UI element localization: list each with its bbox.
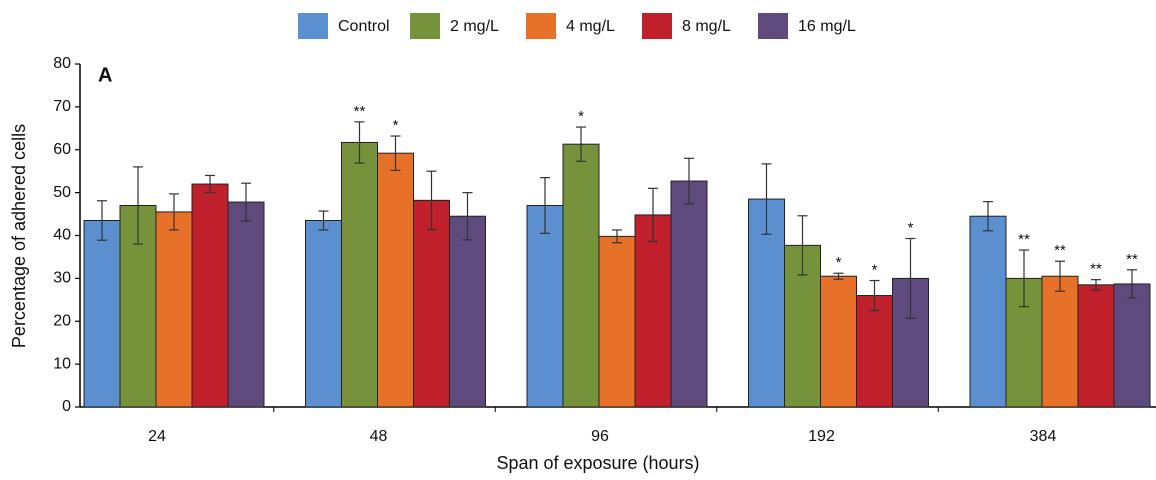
error-bar xyxy=(797,215,808,276)
legend-swatch xyxy=(526,13,556,39)
legend-swatch xyxy=(298,13,328,39)
legend-label: 2 mg/L xyxy=(450,18,499,35)
legend-swatch xyxy=(410,13,440,39)
significance-label: * xyxy=(908,219,914,236)
bar xyxy=(820,275,857,408)
bar xyxy=(526,204,564,408)
error-bar xyxy=(648,187,658,243)
error-bar xyxy=(540,177,550,234)
error-bar xyxy=(1019,249,1029,308)
legend-label: 8 mg/L xyxy=(682,18,731,35)
bar xyxy=(227,201,265,408)
error-bar xyxy=(905,237,916,319)
error-bar xyxy=(761,163,772,235)
x-axis-label: Span of exposure (hours) xyxy=(496,453,699,473)
x-tick-label: 384 xyxy=(1030,428,1057,445)
error-bar xyxy=(354,121,365,164)
error-bar xyxy=(833,272,844,280)
bar xyxy=(856,295,893,408)
y-tick-label: 50 xyxy=(53,184,71,201)
y-tick-label: 10 xyxy=(53,355,71,372)
bar xyxy=(598,235,636,408)
error-bar xyxy=(576,126,586,162)
significance-label: ** xyxy=(354,103,366,120)
y-axis-label: Percentage of adhered cells xyxy=(9,124,29,348)
bar xyxy=(1113,283,1151,408)
significance-label: * xyxy=(393,117,399,134)
significance-label: ** xyxy=(1054,242,1066,259)
bar xyxy=(1041,275,1079,408)
bar xyxy=(969,215,1007,408)
error-bar xyxy=(390,135,401,171)
significance-label: ** xyxy=(1018,231,1030,248)
error-bar xyxy=(205,174,215,194)
significance-label: * xyxy=(872,261,878,278)
error-bar xyxy=(1055,260,1065,292)
y-tick-label: 20 xyxy=(53,312,71,329)
error-bar xyxy=(1091,279,1101,291)
bar xyxy=(634,214,672,408)
y-tick-label: 80 xyxy=(53,55,71,72)
y-tick-label: 0 xyxy=(62,398,71,415)
error-bar xyxy=(1127,269,1137,299)
error-bar xyxy=(869,279,880,312)
error-bar xyxy=(97,200,107,241)
bar xyxy=(377,152,414,408)
x-tick-label: 192 xyxy=(808,428,835,445)
error-bar xyxy=(983,201,993,232)
bar xyxy=(670,180,708,408)
error-bar xyxy=(133,166,143,245)
error-bar xyxy=(462,192,473,241)
error-bar xyxy=(318,210,329,231)
bar xyxy=(341,141,378,408)
bar xyxy=(449,215,486,408)
significance-label: ** xyxy=(1126,251,1138,268)
bar xyxy=(191,183,229,408)
significance-label: * xyxy=(578,108,584,125)
y-tick-label: 40 xyxy=(53,227,71,244)
legend-swatch xyxy=(642,13,672,39)
bar xyxy=(155,211,193,408)
legend-label: 4 mg/L xyxy=(566,18,615,35)
x-tick-label: 48 xyxy=(370,428,388,445)
significance-label: ** xyxy=(1090,261,1102,278)
error-bar xyxy=(169,193,179,231)
error-bar xyxy=(426,170,437,231)
y-tick-label: 30 xyxy=(53,270,71,287)
bar xyxy=(1077,284,1115,408)
y-tick-label: 70 xyxy=(53,98,71,115)
error-bar xyxy=(684,157,694,205)
bar xyxy=(562,143,600,408)
legend-swatch xyxy=(758,13,788,39)
legend-label: Control xyxy=(338,18,390,35)
error-bar xyxy=(612,229,622,244)
panel-label: A xyxy=(98,64,112,86)
bar xyxy=(413,199,450,408)
x-tick-label: 24 xyxy=(148,428,166,445)
legend-label: 16 mg/L xyxy=(798,18,856,35)
y-tick-label: 60 xyxy=(53,141,71,158)
error-bar xyxy=(241,182,251,222)
x-tick-label: 96 xyxy=(591,428,609,445)
bar xyxy=(305,219,342,408)
significance-label: * xyxy=(836,254,842,271)
bar xyxy=(83,219,121,408)
